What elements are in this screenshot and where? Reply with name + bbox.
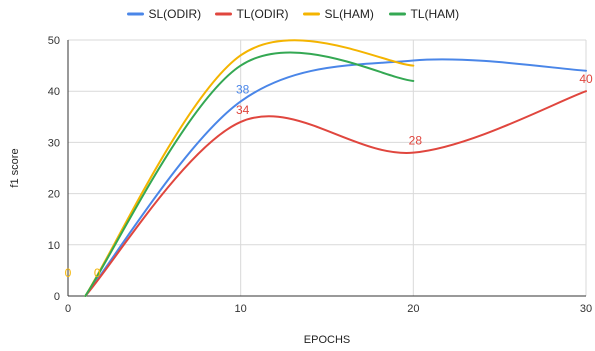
- x-axis-title: EPOCHS: [304, 334, 350, 346]
- data-label: 28: [409, 134, 423, 148]
- data-label: 38: [236, 82, 250, 96]
- y-tick-label: 50: [48, 35, 60, 47]
- x-tick-label: 20: [407, 303, 419, 315]
- x-tick-label: 10: [235, 303, 247, 315]
- gridlines: [68, 39, 587, 296]
- series-line-sl-odir: [84, 58, 587, 297]
- legend-label: SL(HAM): [325, 7, 374, 21]
- y-axis-title: f1 score: [9, 148, 21, 187]
- data-label: 40: [579, 72, 593, 86]
- y-tick-label: 30: [48, 137, 60, 149]
- legend-label: TL(ODIR): [237, 7, 289, 21]
- y-tick-label: 0: [54, 291, 60, 303]
- y-tick-label: 20: [48, 189, 60, 201]
- legend-label: SL(ODIR): [149, 7, 202, 21]
- series-line-sl-ham: [84, 39, 415, 297]
- y-tick-label: 10: [48, 240, 60, 252]
- series-line-tl-ham: [84, 51, 415, 297]
- data-label: 34: [236, 103, 250, 117]
- series-line-tl-odir: [84, 90, 587, 297]
- legend: SL(ODIR) TL(ODIR) SL(HAM) TL(HAM): [127, 7, 460, 21]
- data-labels: 38 34 28 40 0 0: [65, 72, 593, 280]
- data-label: 0: [94, 266, 101, 280]
- x-tick-label: 30: [580, 303, 592, 315]
- y-tick-label: 40: [48, 86, 60, 98]
- legend-label: TL(HAM): [411, 7, 460, 21]
- series-lines: [84, 39, 587, 297]
- x-tick-label: 0: [65, 303, 71, 315]
- axes: 0 10 20 30 40 50 0 10 20 30: [48, 35, 592, 315]
- data-label: 0: [65, 266, 72, 280]
